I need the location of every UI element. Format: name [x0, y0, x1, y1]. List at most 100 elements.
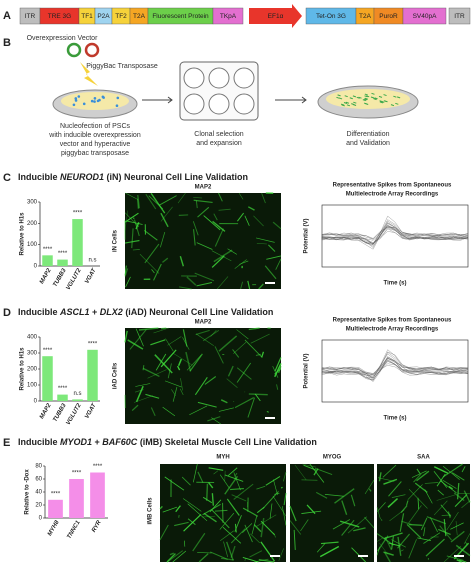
fiber: [234, 397, 255, 409]
fiber: [247, 206, 255, 211]
x-tick-label: VGLUT2: [66, 267, 83, 291]
spike-trace: [321, 356, 469, 379]
cell: [378, 95, 383, 98]
construct-segment: [448, 7, 471, 25]
fiber: [339, 520, 360, 528]
fiber: [202, 329, 220, 342]
fiber: [224, 474, 244, 482]
fiber: [282, 471, 287, 482]
fiber: [207, 482, 214, 489]
fiber: [205, 483, 209, 501]
panel-title: Inducible MYOD1 + BAF60C (iMB) Skeletal …: [18, 437, 317, 447]
flow-arrow: [275, 96, 307, 104]
fiber: [380, 519, 383, 521]
segment-label: SV40pA: [413, 13, 438, 20]
cell: [371, 92, 375, 95]
fiber: [231, 494, 247, 502]
fiber: [144, 230, 158, 241]
fiber: [211, 417, 221, 425]
fiber: [423, 527, 426, 537]
promoter-arrow: [249, 4, 302, 28]
panel-label: A: [3, 10, 11, 22]
significance: ****: [88, 341, 98, 347]
fiber: [258, 283, 264, 290]
image-label: MAP2: [195, 320, 212, 326]
fiber: [456, 559, 462, 563]
fiber: [213, 470, 219, 475]
fiber: [153, 327, 169, 334]
x-tick-label: MYH8: [47, 519, 61, 537]
cell: [82, 102, 86, 106]
fiber: [124, 210, 129, 231]
fiber: [179, 388, 184, 395]
fiber: [210, 551, 228, 560]
fiber: [443, 518, 447, 537]
image-label: MYH: [216, 455, 229, 461]
fiber: [244, 557, 246, 562]
y-tick-label: 300: [27, 200, 38, 206]
fiber: [214, 509, 228, 512]
fiber: [179, 255, 185, 267]
fiber: [406, 523, 422, 539]
segment-label: P2A: [97, 13, 110, 20]
x-tick-label: TNNC1: [66, 519, 82, 540]
image-label: MYOG: [323, 455, 342, 461]
fiber: [218, 407, 234, 412]
title-part: Inducible: [18, 172, 60, 182]
segment-label: Tet-On 3G: [316, 13, 346, 20]
fiber: [226, 378, 238, 389]
step-caption: with inducible overexpression: [48, 132, 141, 139]
fiber: [416, 468, 421, 474]
fiber: [316, 543, 326, 553]
cell: [379, 101, 384, 104]
segment-label: T2A: [359, 13, 372, 20]
fiber: [315, 491, 328, 499]
fiber: [131, 404, 139, 412]
fiber: [248, 327, 260, 331]
fiber: [267, 244, 276, 252]
x-tick-label: VGAT: [84, 267, 98, 285]
fiber: [236, 367, 252, 380]
fiber: [388, 542, 401, 547]
fiber: [187, 518, 196, 525]
fiber: [247, 280, 251, 290]
fiber: [124, 212, 139, 223]
fiber: [232, 349, 240, 358]
cell: [362, 99, 366, 102]
fiber: [276, 384, 279, 390]
fiber: [189, 353, 203, 372]
fiber: [341, 519, 355, 536]
y-tick-label: 100: [27, 242, 38, 248]
title-part: ASCL1: [59, 307, 90, 317]
fiber: [274, 357, 282, 372]
fiber: [162, 257, 169, 263]
panel-title: Inducible ASCL1 + DLX2 (iAD) Neuronal Ce…: [18, 307, 273, 317]
fiber: [150, 339, 166, 346]
fiber: [278, 548, 284, 561]
bar: [48, 499, 63, 518]
fiber: [266, 410, 269, 413]
step-caption: Nucleofection of PSCs: [60, 123, 131, 130]
bar: [57, 259, 68, 266]
fiber: [255, 353, 261, 357]
fiber: [454, 494, 468, 507]
fiber: [273, 479, 278, 496]
panel-label: C: [3, 172, 11, 184]
panel-label: E: [3, 437, 10, 449]
fiber: [142, 365, 145, 371]
fiber: [211, 250, 232, 262]
significance: ****: [58, 386, 68, 392]
fiber: [301, 510, 322, 514]
fiber: [177, 192, 186, 204]
fiber: [230, 528, 246, 544]
fiber: [423, 532, 441, 544]
fiber: [272, 495, 286, 516]
fiber: [319, 545, 340, 558]
fiber: [144, 243, 160, 264]
fiber: [256, 485, 266, 490]
bar: [69, 479, 84, 518]
fiber: [172, 550, 187, 563]
fiber: [274, 363, 282, 378]
segment-label: PuroR: [379, 13, 398, 20]
